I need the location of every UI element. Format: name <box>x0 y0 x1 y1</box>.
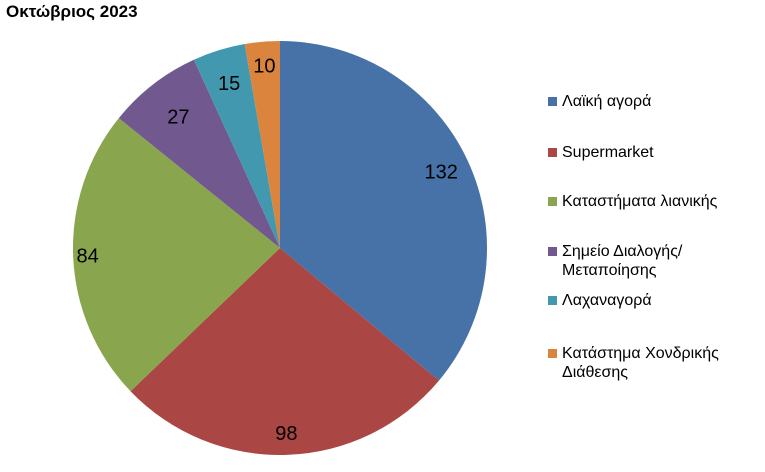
pie-slice <box>193 44 280 248</box>
legend-item-katastima-chondrikis: Κατάστημα Χονδρικής Διάθεσης <box>548 344 762 382</box>
pie-slice <box>280 41 488 381</box>
legend-label: Λαχαναγορά <box>562 292 652 309</box>
slice-data-label: 132 <box>425 162 458 184</box>
pie-slice <box>244 41 280 248</box>
legend-swatch <box>548 296 557 305</box>
legend-label: Λαϊκή αγορά <box>562 93 652 110</box>
slice-data-label: 98 <box>275 423 297 445</box>
legend-swatch <box>548 349 557 358</box>
pie-slice <box>118 59 280 249</box>
chart-title: Οκτώβριος 2023 <box>6 2 138 21</box>
legend-item-katastimata-lianikis: Καταστήματα λιανικής <box>548 192 762 211</box>
legend-swatch <box>548 148 557 157</box>
legend-swatch <box>548 97 557 106</box>
legend-swatch <box>548 197 557 206</box>
legend-label: Καταστήματα λιανικής <box>562 193 718 210</box>
slice-data-label: 84 <box>77 245 99 267</box>
legend-item-supermarket: Supermarket <box>548 143 762 162</box>
slice-data-label: 15 <box>218 73 240 95</box>
pie-slice <box>72 118 281 392</box>
slice-data-label: 27 <box>167 106 189 128</box>
legend-item-lachanagora: Λαχαναγορά <box>548 291 762 310</box>
legend-item-laiki-agora: Λαϊκή αγορά <box>548 92 762 111</box>
legend-swatch <box>548 247 557 256</box>
legend-item-simeio-dialogis: Σημείο Διαλογής/Μεταποίησης <box>548 242 762 280</box>
pie-slice <box>130 248 439 455</box>
legend-label: Κατάστημα Χονδρικής Διάθεσης <box>562 345 719 381</box>
slice-data-label: 10 <box>253 56 275 78</box>
legend-label: Σημείο Διαλογής/Μεταποίησης <box>562 243 683 279</box>
legend-label: Supermarket <box>562 144 654 161</box>
